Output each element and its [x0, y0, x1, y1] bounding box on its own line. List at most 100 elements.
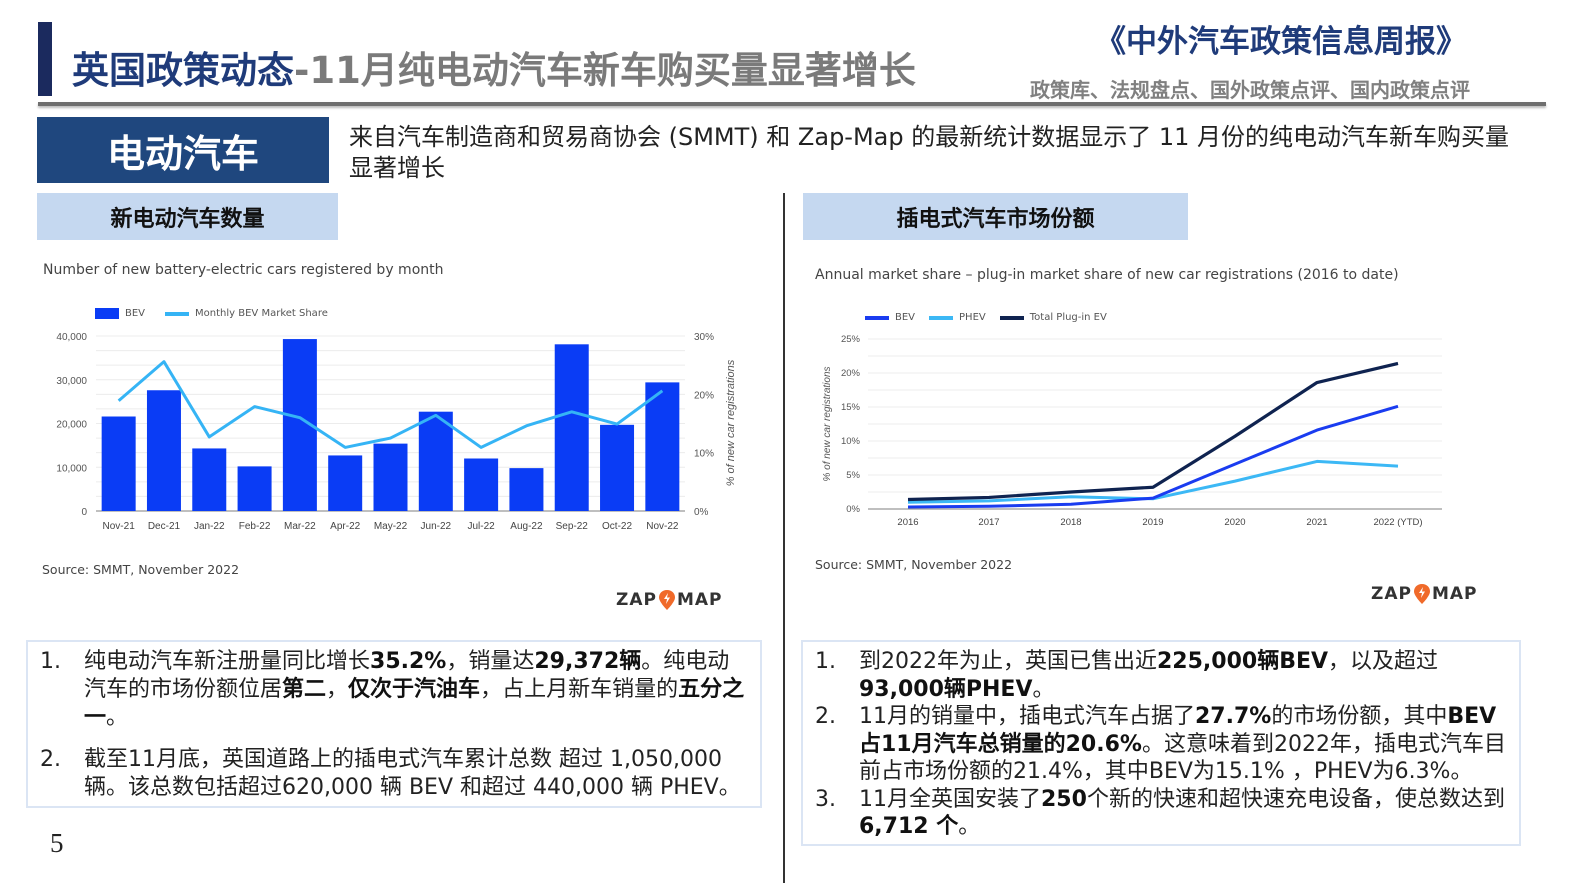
bev-bar — [645, 382, 680, 511]
zapmap-logo-left: ZAP MAP — [616, 590, 723, 610]
column-divider — [783, 193, 785, 883]
svg-text:25%: 25% — [841, 334, 861, 345]
title-suffix: -11月纯电动汽车新车购买量显著增长 — [294, 49, 916, 92]
title-accent-bar — [38, 22, 52, 96]
bev-bar — [328, 455, 363, 511]
logo-text-zap: ZAP — [1371, 584, 1412, 604]
svg-text:Apr-22: Apr-22 — [330, 521, 360, 532]
legend-total-label: Total Plug-in EV — [1029, 312, 1107, 323]
legend-bev-swatch — [95, 308, 119, 319]
right-chart-source: Source: SMMT, November 2022 — [815, 557, 1013, 572]
bev-bar — [464, 458, 499, 511]
right-panel-header: 插电式汽车市场份额 — [803, 193, 1188, 240]
bev-bar — [509, 468, 544, 511]
header-divider — [38, 102, 1546, 106]
note-text: 截至11月底，英国道路上的插电式汽车累计总数 超过 1,050,000 辆。该总… — [84, 747, 741, 800]
svg-text:15%: 15% — [841, 402, 861, 413]
note-number: 1. — [815, 649, 836, 674]
left-chart-source: Source: SMMT, November 2022 — [42, 562, 240, 577]
note-item: 3. 11月全英国安装了250个新的快速和超快速充电设备，使总数达到 6,712 … — [815, 786, 1509, 841]
svg-text:Dec-21: Dec-21 — [148, 521, 181, 532]
bev-bar — [146, 390, 181, 511]
svg-text:% of new car registrations: % of new car registrations — [822, 366, 833, 481]
legend-bev-swatch — [865, 315, 889, 320]
left-panel-header: 新电动汽车数量 — [37, 193, 338, 240]
right-notes-list: 1. 到2022年为止，英国已售出近225,000辆BEV，以及超过93,000辆… — [815, 648, 1509, 841]
svg-text:10%: 10% — [841, 436, 861, 447]
note-number: 2. — [815, 704, 836, 729]
legend-bev-label: BEV — [125, 308, 146, 319]
svg-text:Feb-22: Feb-22 — [239, 521, 271, 532]
svg-text:2022 (YTD): 2022 (YTD) — [1373, 517, 1422, 528]
svg-text:2021: 2021 — [1306, 517, 1327, 528]
page-title: 英国政策动态-11月纯电动汽车新车购买量显著增长 — [72, 40, 916, 94]
svg-text:2019: 2019 — [1142, 517, 1163, 528]
svg-text:10,000: 10,000 — [56, 463, 87, 474]
svg-text:30%: 30% — [694, 332, 714, 343]
note-text: 纯电动汽车新注册量同比增长35.2%，销量达29,372辆。纯电动汽车的市场份额… — [84, 649, 745, 730]
right-chart-title: Annual market share – plug-in market sha… — [815, 267, 1399, 283]
svg-text:30,000: 30,000 — [56, 376, 87, 387]
left-chart: 0 10,000 20,000 30,000 40,000 0% 10% 20% 30% No… — [56, 332, 737, 532]
svg-text:20,000: 20,000 — [56, 420, 87, 431]
svg-text:Sep-22: Sep-22 — [556, 521, 589, 532]
right-chart-legend: BEV PHEV Total Plug-in EV — [865, 312, 1107, 323]
publication-subtitle: 政策库、法规盘点、国外政策点评、国内政策点评 — [1030, 78, 1470, 102]
svg-text:Oct-22: Oct-22 — [602, 521, 632, 532]
right-notes-box: 1. 到2022年为止，英国已售出近225,000辆BEV，以及超过93,000辆… — [801, 640, 1521, 846]
svg-text:Nov-22: Nov-22 — [646, 521, 679, 532]
left-notes-list: 1. 纯电动汽车新注册量同比增长35.2%，销量达29,372辆。纯电动汽车的市场… — [40, 648, 750, 802]
svg-text:May-22: May-22 — [374, 521, 408, 532]
left-notes-box: 1. 纯电动汽车新注册量同比增长35.2%，销量达29,372辆。纯电动汽车的市场… — [26, 640, 762, 808]
bev-bar — [554, 344, 589, 511]
page-number: 5 — [50, 828, 64, 858]
left-chart-title: Number of new battery-electric cars regi… — [43, 262, 444, 278]
svg-text:2020: 2020 — [1224, 517, 1245, 528]
legend-total-swatch — [999, 315, 1024, 320]
bev-bar — [373, 443, 408, 511]
legend-phev-swatch — [929, 315, 954, 320]
logo-text-map: MAP — [676, 590, 723, 610]
bev-bar — [418, 411, 453, 511]
logo-text-zap: ZAP — [616, 590, 657, 610]
note-item: 1. 到2022年为止，英国已售出近225,000辆BEV，以及超过93,000辆… — [815, 648, 1509, 703]
svg-text:20%: 20% — [841, 368, 861, 379]
svg-text:Mar-22: Mar-22 — [284, 521, 316, 532]
publication-name: 《中外汽车政策信息周报》 — [1095, 24, 1467, 60]
note-number: 1. — [40, 649, 61, 674]
logo-text-map: MAP — [1431, 584, 1478, 604]
legend-share-swatch — [165, 311, 190, 316]
svg-text:2018: 2018 — [1060, 517, 1081, 528]
svg-text:0%: 0% — [846, 504, 860, 515]
svg-text:Jun-22: Jun-22 — [421, 521, 452, 532]
right-chart: 0% 5% 10% 15% 20% 25% 2016 2017 2018 2019 2020 202… — [822, 334, 1442, 528]
note-item: 1. 纯电动汽车新注册量同比增长35.2%，销量达29,372辆。纯电动汽车的市场… — [40, 648, 750, 732]
legend-bev-label: BEV — [895, 312, 916, 323]
svg-text:0%: 0% — [694, 507, 709, 518]
note-text: 到2022年为止，英国已售出近225,000辆BEV，以及超过93,000辆PH… — [859, 649, 1439, 702]
note-number: 2. — [40, 747, 61, 772]
note-text: 11月全英国安装了250个新的快速和超快速充电设备，使总数达到 6,712 个。 — [859, 786, 1505, 840]
note-number: 3. — [815, 786, 836, 812]
svg-text:20%: 20% — [694, 390, 714, 401]
title-prefix: 英国政策动态 — [72, 49, 294, 92]
note-text: 11月的销量中，插电式汽车占据了27.7%的市场份额，其中BEV占11月汽车总销… — [859, 704, 1506, 784]
legend-share-label: Monthly BEV Market Share — [195, 308, 328, 319]
note-item: 2. 11月的销量中，插电式汽车占据了27.7%的市场份额，其中BEV占11月汽车… — [815, 703, 1509, 786]
svg-text:2017: 2017 — [978, 517, 999, 528]
svg-text:% of new car registrations: % of new car registrations — [725, 359, 737, 486]
left-chart-legend: BEV Monthly BEV Market Share — [95, 308, 328, 319]
svg-text:Aug-22: Aug-22 — [510, 521, 543, 532]
bolt-pin-icon — [658, 590, 675, 610]
zapmap-logo-right: ZAP MAP — [1371, 584, 1478, 604]
bev-bar — [192, 448, 227, 511]
svg-text:40,000: 40,000 — [56, 332, 87, 343]
section-label: 电动汽车 — [37, 117, 329, 183]
bolt-pin-icon — [1413, 584, 1430, 604]
svg-text:Jul-22: Jul-22 — [467, 521, 495, 532]
svg-text:2016: 2016 — [897, 517, 918, 528]
note-item: 2. 截至11月底，英国道路上的插电式汽车累计总数 超过 1,050,000 辆。… — [40, 746, 750, 802]
svg-text:10%: 10% — [694, 449, 714, 460]
section-intro: 来自汽车制造商和贸易商协会 (SMMT) 和 Zap-Map 的最新统计数据显示… — [349, 123, 1510, 182]
svg-text:0: 0 — [81, 507, 87, 518]
